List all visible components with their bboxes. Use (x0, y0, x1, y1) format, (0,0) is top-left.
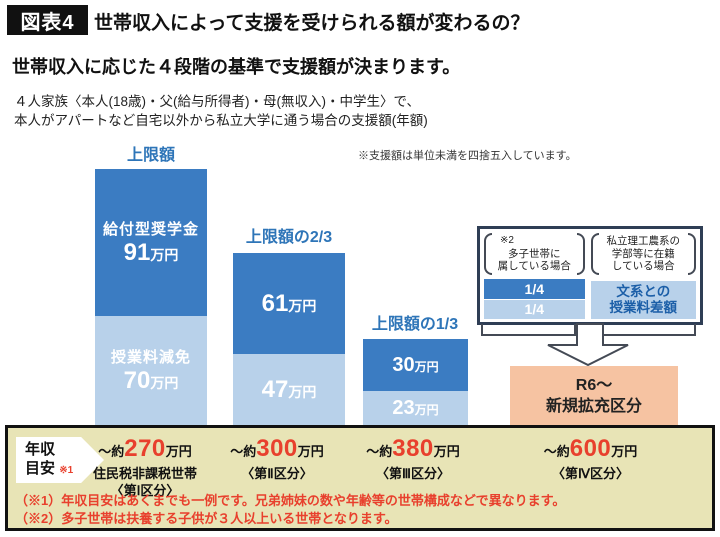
page-title: 世帯収入によって支援を受けられる額が変わるの？ (94, 13, 530, 34)
chart-description-line2: 本人がアパートなど自宅以外から私立大学に通う場合の支援額(年額) (14, 113, 428, 128)
bar1-tuition-value: 70万円 (124, 367, 179, 395)
footnote-2: （※2）多子世帯は扶養する子供が３人以上いる世帯となります。 (15, 510, 398, 526)
multi-child-column: ※2 多子世帯に 属している場合 1/4 1/4 (484, 232, 585, 319)
stem-case-label: 私立理工農系の 学部等に在籍 している場合 (590, 232, 696, 276)
chart-description: ４人家族〈本人(18歳)・父(給与所得者)・母(無収入)・中学生〉で、 本人がア… (14, 92, 428, 130)
multi-child-line1: 多子世帯に (508, 247, 561, 260)
left-bracket-icon (484, 233, 492, 275)
figure-tag: 図表4 (7, 5, 88, 35)
multi-child-line2: 属している場合 (497, 260, 571, 273)
expansion-info-box: ※2 多子世帯に 属している場合 1/4 1/4 私立理工農系の 学部等に在籍 … (477, 226, 703, 325)
bar1-tuition-segment: 授業料減免 70万円 (95, 316, 207, 425)
stem-column: 私立理工農系の 学部等に在籍 している場合 文系との 授業料差額 (590, 232, 696, 319)
bar2-tuition-amount: 47 (261, 375, 289, 403)
bar1-scholarship-value: 91万円 (124, 239, 179, 267)
stem-diff-line2: 授業料差額 (609, 300, 678, 315)
bar1-scholarship-segment: 給付型奨学金 91万円 (95, 169, 207, 316)
bar2-scholarship-unit: 万円 (288, 297, 317, 314)
bar2-scholarship-segment: 61万円 (233, 253, 345, 354)
income-label-line2-row: 目安 ※1 (25, 459, 104, 480)
footnotes: （※1）年収目安はあくまでも一例です。兄弟姉妹の数や年齢等の世帯構成などで異なり… (15, 492, 565, 527)
income-col-2-bracket: 〈第Ⅱ区分〉 (241, 466, 313, 481)
bar1-tuition-unit: 万円 (150, 375, 179, 391)
income-label-line2: 目安 (25, 460, 56, 477)
bar2-scholarship-value: 61万円 (262, 290, 317, 318)
bar3-title: 上限額の1/3 (371, 316, 459, 333)
stem-tuition-difference: 文系との 授業料差額 (590, 281, 696, 319)
bar1-title: 上限額 (126, 147, 175, 164)
bar2-tuition-segment: 47万円 (233, 354, 345, 425)
bar3-tuition-segment: 23万円 (363, 391, 468, 425)
income-label-line1: 年収 (25, 441, 56, 458)
income-col-3: 〜約380万円 〈第Ⅲ区分〉 (353, 436, 473, 482)
new-expansion-category-box: R6〜 新規拡充区分 (510, 366, 678, 425)
multi-child-case-text: ※2 多子世帯に 属している場合 (492, 232, 577, 276)
right-bracket-icon (688, 233, 696, 275)
right-bracket-icon (576, 233, 585, 275)
bar2-scholarship-amount: 61 (261, 289, 289, 317)
bar3-scholarship-amount: 30 (392, 353, 415, 376)
bar3-tuition-amount: 23 (392, 396, 415, 419)
note2-ref: ※2 (500, 235, 514, 247)
chart-description-line1: ４人家族〈本人(18歳)・父(給与所得者)・母(無収入)・中学生〉で、 (14, 94, 420, 109)
chart-headline: 世帯収入に応じた４段階の基準で支援額が決まります。 (12, 57, 461, 77)
bar3-scholarship-value: 30万円 (392, 354, 438, 377)
bar3-scholarship-unit: 万円 (414, 359, 439, 374)
bar3-tuition-unit: 万円 (414, 402, 439, 417)
income-col-2: 〜約300万円 〈第Ⅱ区分〉 (217, 436, 337, 482)
stem-line2: 学部等に在籍 (611, 247, 675, 260)
bar2-title: 上限額の2/3 (245, 229, 333, 246)
bar2-tuition-unit: 万円 (288, 383, 317, 400)
income-col-4-amount: 〜約600万円 (543, 435, 638, 462)
income-axis-band (5, 425, 715, 531)
new-category-line1: R6〜 (575, 376, 613, 394)
multi-child-tuition-fraction: 1/4 (484, 299, 585, 319)
new-category-line2: 新規拡充区分 (545, 397, 642, 415)
stem-line1: 私立理工農系の (606, 235, 681, 248)
income-col-2-amount: 〜約300万円 (230, 435, 324, 462)
bar1-scholarship-unit: 万円 (150, 247, 179, 263)
income-col-4-bracket: 〈第Ⅳ区分〉 (552, 466, 629, 481)
bar1-tuition-name: 授業料減免 (110, 349, 191, 366)
rounding-note: ※支援額は単位未満を四捨五入しています。 (358, 150, 577, 162)
stem-line3: している場合 (611, 260, 675, 273)
income-label-ref: ※1 (59, 465, 74, 476)
income-col-1-bracket: 〈第Ⅰ区分〉 (110, 483, 180, 498)
bar2-tuition-value: 47万円 (262, 376, 317, 404)
stem-case-text: 私立理工農系の 学部等に在籍 している場合 (599, 232, 688, 276)
income-col-1-amount: 〜約270万円 (98, 435, 192, 462)
bar1-scholarship-amount: 91 (123, 239, 151, 266)
bar3-tuition-value: 23万円 (392, 397, 438, 420)
footnote-1: （※1）年収目安はあくまでも一例です。兄弟姉妹の数や年齢等の世帯構成などで異なり… (15, 493, 566, 508)
multi-child-scholarship-fraction: 1/4 (484, 279, 585, 299)
stem-diff-line1: 文系との (616, 284, 671, 299)
income-col-4: 〜約600万円 〈第Ⅳ区分〉 (528, 436, 653, 482)
income-col-1: 〜約270万円 住民税非課税世帯 〈第Ⅰ区分〉 (70, 436, 220, 499)
down-arrow-icon (481, 323, 696, 367)
multi-child-case-label: ※2 多子世帯に 属している場合 (484, 232, 585, 276)
income-col-1-line2: 住民税非課税世帯 (92, 466, 197, 481)
left-bracket-icon (590, 233, 599, 275)
bar1-tuition-amount: 70 (123, 367, 151, 394)
income-col-3-bracket: 〈第Ⅲ区分〉 (376, 466, 450, 481)
bar1-scholarship-name: 給付型奨学金 (102, 221, 199, 238)
income-col-3-amount: 〜約380万円 (366, 435, 460, 462)
bar3-scholarship-segment: 30万円 (363, 339, 468, 391)
